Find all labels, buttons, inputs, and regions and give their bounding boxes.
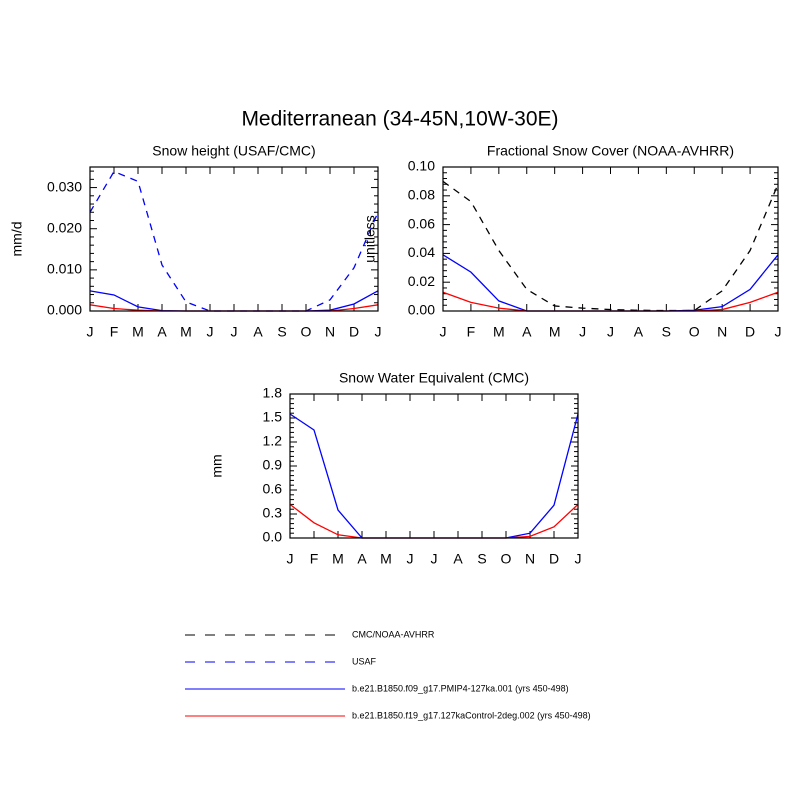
x-tick-label: S — [662, 324, 671, 340]
y-tick-label: 0.10 — [408, 158, 435, 174]
y-axis-label: unitless — [362, 215, 378, 262]
panel-title: Snow Water Equivalent (CMC) — [339, 370, 529, 386]
y-tick-label: 1.5 — [263, 409, 283, 425]
series-line — [89, 170, 379, 312]
y-tick-label: 0.6 — [263, 481, 283, 497]
x-tick-label: J — [231, 324, 238, 340]
x-tick-label: F — [467, 324, 476, 340]
x-tick-label: M — [132, 324, 144, 340]
x-tick-label: J — [375, 324, 382, 340]
plot-frame — [289, 393, 579, 539]
y-tick-label: 0.000 — [47, 302, 82, 318]
y-tick-label: 0.00 — [408, 302, 435, 318]
y-tick-label: 0.030 — [47, 178, 82, 194]
series-line — [289, 413, 579, 539]
x-tick-label: J — [207, 324, 214, 340]
legend-label: b.e21.B1850.f09_g17.PMIP4-127ka.001 (yrs… — [352, 683, 569, 693]
x-tick-label: D — [349, 324, 359, 340]
x-tick-label: S — [277, 324, 286, 340]
x-tick-label: O — [689, 324, 700, 340]
main-title: Mediterranean (34-45N,10W-30E) — [241, 108, 558, 131]
x-tick-label: J — [775, 324, 782, 340]
y-tick-label: 0.06 — [408, 215, 435, 231]
x-tick-label: J — [407, 551, 414, 567]
x-tick-label: M — [380, 551, 392, 567]
x-tick-label: D — [745, 324, 755, 340]
x-tick-label: N — [717, 324, 727, 340]
x-tick-label: A — [253, 324, 263, 340]
legend-label: USAF — [352, 656, 377, 666]
y-tick-label: 0.02 — [408, 273, 435, 289]
panel-title: Snow height (USAF/CMC) — [152, 143, 315, 159]
panel-title: Fractional Snow Cover (NOAA-AVHRR) — [487, 143, 734, 159]
x-tick-label: M — [549, 324, 561, 340]
y-tick-label: 0.04 — [408, 244, 435, 260]
x-tick-label: J — [579, 324, 586, 340]
x-tick-label: J — [607, 324, 614, 340]
y-tick-label: 0.020 — [47, 219, 82, 235]
x-tick-label: A — [157, 324, 167, 340]
y-tick-label: 0.9 — [263, 457, 283, 473]
x-tick-label: M — [332, 551, 344, 567]
y-tick-label: 1.8 — [263, 385, 283, 401]
x-tick-label: M — [493, 324, 505, 340]
x-tick-label: A — [522, 324, 532, 340]
y-tick-label: 0.08 — [408, 187, 435, 203]
legend-label: CMC/NOAA-AVHRR — [352, 629, 435, 639]
y-tick-label: 0.3 — [263, 505, 283, 521]
x-tick-label: J — [87, 324, 94, 340]
x-tick-label: A — [634, 324, 644, 340]
x-tick-label: O — [301, 324, 312, 340]
x-tick-label: O — [501, 551, 512, 567]
x-tick-label: J — [287, 551, 294, 567]
y-axis-label: mm — [209, 454, 225, 477]
legend-label: b.e21.B1850.f19_g17.127kaControl-2deg.00… — [352, 710, 591, 720]
x-tick-label: A — [453, 551, 463, 567]
x-tick-label: N — [525, 551, 535, 567]
series-line — [442, 180, 779, 312]
x-tick-label: N — [325, 324, 335, 340]
y-tick-label: 1.2 — [263, 433, 283, 449]
y-tick-label: 0.010 — [47, 261, 82, 277]
x-tick-label: J — [575, 551, 582, 567]
x-tick-label: S — [477, 551, 486, 567]
x-tick-label: F — [310, 551, 319, 567]
x-tick-label: M — [180, 324, 192, 340]
x-tick-label: D — [549, 551, 559, 567]
x-tick-label: J — [440, 324, 447, 340]
y-axis-label: mm/d — [9, 222, 25, 257]
x-tick-label: F — [110, 324, 119, 340]
y-tick-label: 0.0 — [263, 529, 283, 545]
plot-frame — [89, 166, 379, 312]
x-tick-label: J — [431, 551, 438, 567]
plot-frame — [442, 166, 779, 312]
x-tick-label: A — [357, 551, 367, 567]
